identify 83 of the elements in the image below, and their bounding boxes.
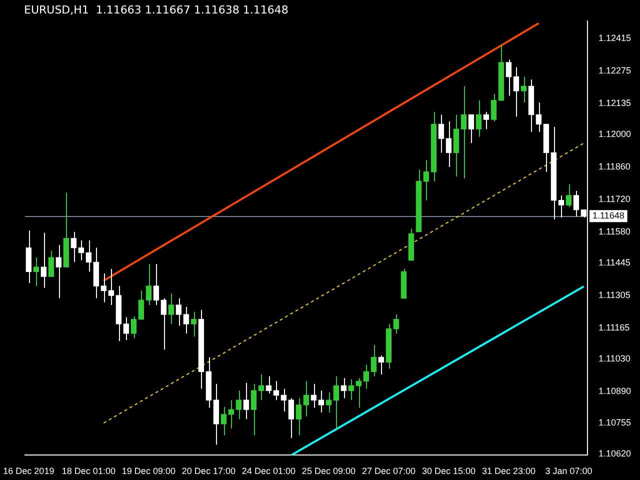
candlestick bbox=[573, 190, 580, 218]
candlestick bbox=[280, 388, 287, 412]
candlestick bbox=[273, 380, 280, 401]
candlestick bbox=[490, 93, 497, 122]
candlestick bbox=[220, 406, 227, 436]
candlestick bbox=[318, 390, 324, 413]
candlestick bbox=[40, 232, 47, 288]
candlestick bbox=[348, 378, 354, 401]
candlestick bbox=[483, 111, 490, 130]
candlestick bbox=[476, 100, 482, 138]
candlestick bbox=[56, 244, 62, 299]
candlestick bbox=[506, 59, 512, 96]
y-tick-label: 1.10755 bbox=[598, 417, 632, 428]
candlestick bbox=[86, 240, 92, 272]
candlestick bbox=[100, 273, 107, 303]
candlestick bbox=[513, 66, 520, 118]
x-tick-label: 16 Dec 2019 bbox=[3, 466, 54, 476]
y-tick-label: 1.12135 bbox=[598, 98, 632, 108]
candlestick bbox=[520, 76, 527, 103]
y-tick-label: 1.12275 bbox=[598, 65, 632, 76]
candlestick bbox=[176, 298, 182, 326]
candlestick bbox=[303, 380, 310, 417]
candlestick bbox=[460, 86, 467, 179]
y-tick-label: 1.11030 bbox=[598, 354, 630, 364]
x-tick-label: 18 Dec 01:00 bbox=[62, 466, 116, 476]
candlestick bbox=[108, 268, 114, 306]
candlestick bbox=[378, 354, 384, 375]
y-tick-label: 1.12000 bbox=[598, 129, 632, 140]
candlestick bbox=[468, 114, 474, 144]
candlestick bbox=[190, 311, 197, 337]
candlestick bbox=[168, 293, 174, 324]
candlestick bbox=[138, 290, 144, 320]
y-tick-label: 1.11580 bbox=[598, 226, 630, 236]
candlestick bbox=[566, 184, 572, 208]
x-tick-label: 31 Dec 23:00 bbox=[482, 466, 536, 476]
candlestick bbox=[130, 316, 137, 339]
candlestick bbox=[356, 378, 362, 408]
y-tick-label: 1.11720 bbox=[598, 194, 630, 204]
candlestick bbox=[438, 114, 444, 154]
candlestick bbox=[326, 392, 332, 413]
candlestick bbox=[393, 314, 400, 334]
candlestick bbox=[228, 400, 234, 430]
x-tick-label: 25 Dec 09:00 bbox=[302, 466, 356, 476]
candlestick bbox=[243, 382, 250, 420]
candlestick bbox=[310, 383, 317, 408]
candlestick bbox=[363, 364, 370, 390]
candlestick bbox=[236, 390, 242, 420]
y-tick-label: 1.11445 bbox=[598, 258, 630, 268]
candlestick bbox=[340, 378, 347, 399]
x-tick-label: 27 Dec 07:00 bbox=[362, 466, 416, 476]
candlestick bbox=[446, 120, 452, 168]
candlestick bbox=[370, 344, 377, 377]
candlestick bbox=[536, 102, 542, 132]
candlestick bbox=[123, 316, 130, 341]
x-tick-label: 20 Dec 17:00 bbox=[182, 466, 236, 476]
candlestick bbox=[333, 376, 340, 430]
x-tick-label: 3 Jan 07:00 bbox=[545, 466, 592, 476]
x-tick-label: 19 Dec 09:00 bbox=[122, 466, 176, 476]
candlestick bbox=[250, 383, 257, 436]
candlestick bbox=[70, 231, 77, 263]
candlestick bbox=[296, 398, 302, 436]
candlestick bbox=[183, 306, 190, 334]
chart-title: EURUSD,H1 1.11663 1.11667 1.11638 1.11648 bbox=[24, 3, 288, 16]
candlestick bbox=[558, 194, 564, 218]
y-tick-label: 1.11165 bbox=[598, 322, 630, 332]
candlestick bbox=[153, 264, 160, 306]
candlestick bbox=[146, 264, 152, 306]
ref-line-label: 1.11648 bbox=[592, 210, 624, 221]
y-tick-label: 1.11305 bbox=[598, 290, 630, 300]
y-tick-label: 1.10620 bbox=[598, 448, 632, 459]
candlestick bbox=[266, 376, 272, 394]
x-tick-label: 24 Dec 01:00 bbox=[242, 466, 296, 476]
x-tick-label: 30 Dec 15:00 bbox=[422, 466, 476, 476]
y-tick-label: 1.12415 bbox=[598, 33, 632, 44]
candlestick bbox=[160, 298, 167, 350]
candlestick bbox=[423, 160, 430, 201]
candlestick bbox=[288, 398, 294, 439]
candlestick bbox=[258, 374, 264, 401]
candlestick bbox=[78, 240, 84, 261]
candlestick bbox=[48, 250, 54, 278]
y-tick-label: 1.11860 bbox=[598, 162, 630, 172]
candlestick bbox=[33, 257, 40, 286]
y-tick-label: 1.10890 bbox=[598, 386, 632, 396]
